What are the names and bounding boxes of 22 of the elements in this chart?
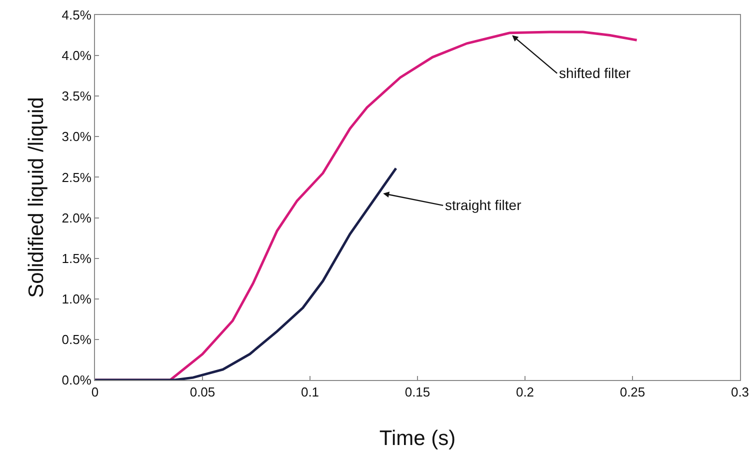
y-tick-label: 3.0%: [62, 129, 92, 144]
y-tick-label: 0.0%: [62, 372, 92, 388]
y-tick-label: 1.5%: [62, 250, 92, 266]
y-tick-label: 4.0%: [62, 48, 92, 64]
y-tick-label: 1.0%: [62, 291, 92, 306]
line-series: [95, 167, 398, 380]
x-tick-label: 0.15: [404, 384, 430, 400]
annotation: straight filter: [445, 197, 522, 213]
x-tick-label: 0: [91, 384, 99, 400]
x-tick-label: 0.2: [516, 384, 534, 400]
y-tick-label: 2.5%: [62, 170, 92, 185]
y-tick-label: 4.5%: [62, 8, 92, 23]
x-tick-label: 0.1: [300, 384, 320, 400]
annotation: shifted filter: [559, 65, 631, 81]
y-axis-title: Solidified liquid /liquid: [25, 97, 48, 298]
y-tick-label: 0.5%: [62, 332, 92, 347]
x-tick-label: 0.3: [730, 384, 750, 400]
x-tick-label: 0.25: [620, 384, 646, 400]
y-tick-label: 3.5%: [62, 88, 92, 104]
y-tick-label: 2.0%: [62, 210, 92, 226]
x-axis-title: Time (s): [379, 427, 456, 450]
x-tick-label: 0.05: [190, 384, 216, 400]
